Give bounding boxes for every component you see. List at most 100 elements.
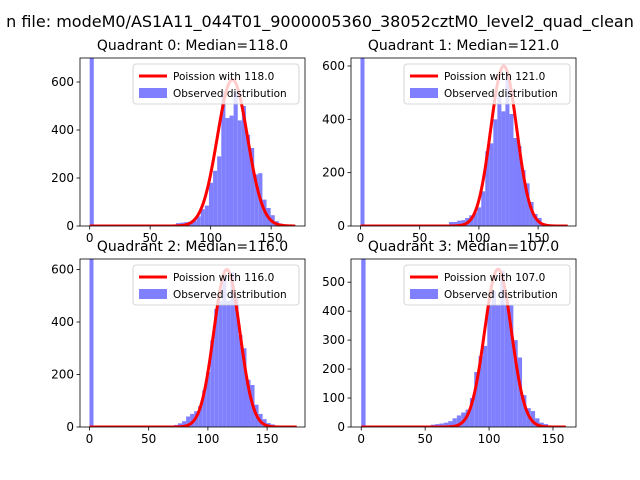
x-tick-label: 0 <box>86 231 94 245</box>
x-tick-label: 100 <box>196 432 219 446</box>
histogram-bar <box>487 305 492 427</box>
histogram-bar <box>230 272 235 427</box>
subplot-title: Quadrant 1: Median=121.0 <box>368 38 559 54</box>
poisson-fit-line <box>359 64 569 226</box>
subplot-quadrant-1: 0 50 100 150 0 200 400 600 Quadrant 1: Median=12… <box>322 38 577 245</box>
legend-label: Poission with 121.0 <box>444 71 545 83</box>
poisson-fit-line <box>360 267 567 427</box>
x-tick-label: 50 <box>418 432 433 446</box>
histogram-bar <box>198 406 203 427</box>
histogram-bar <box>213 170 218 226</box>
plot-area <box>88 259 298 427</box>
legend: Poission with 116.0 Observed distribution <box>132 264 300 306</box>
histogram-bar <box>226 301 231 427</box>
plot-area <box>88 58 297 226</box>
legend: Poission with 107.0 Observed distribution <box>403 264 571 306</box>
poisson-fit-line <box>88 78 297 226</box>
histogram-bar <box>186 416 191 427</box>
histogram-bar <box>485 151 490 226</box>
legend-bar-swatch <box>139 88 167 98</box>
y-tick-label: 200 <box>322 166 345 180</box>
y-tick-label: 600 <box>51 263 74 277</box>
histogram-bar <box>89 58 94 226</box>
histogram-bar <box>509 114 514 226</box>
histogram-bar <box>497 95 502 226</box>
y-tick-label: 400 <box>322 112 345 126</box>
y-tick-label: 400 <box>51 123 74 137</box>
histogram-bar <box>469 398 475 427</box>
histogram-bar <box>473 212 478 226</box>
histogram-bar <box>529 202 534 226</box>
poisson-fit-line <box>88 268 298 427</box>
histogram-bar <box>250 148 255 226</box>
legend-label: Poission with 116.0 <box>173 272 274 284</box>
x-tick-label: 150 <box>542 432 565 446</box>
histogram-bar <box>200 209 205 226</box>
histogram-bar <box>489 143 494 226</box>
histogram-bar <box>89 259 94 427</box>
legend-label: Poission with 118.0 <box>173 71 274 83</box>
y-tick-label: 0 <box>337 219 345 233</box>
histogram-bar <box>504 305 510 427</box>
x-tick-label: 100 <box>467 231 490 245</box>
histogram-bar <box>217 156 222 226</box>
histogram-bar <box>530 411 536 427</box>
histogram-bar <box>478 356 483 427</box>
histogram-bar <box>206 371 211 427</box>
histogram-bar <box>229 115 234 226</box>
histogram-bar <box>509 305 514 427</box>
histogram-bar <box>360 58 365 226</box>
y-tick-label: 200 <box>51 368 74 382</box>
histogram-bar <box>449 222 454 226</box>
figure-suptitle: n file: modeM0/AS1A11_044T01_9000005360_… <box>6 12 634 32</box>
histogram-bar <box>522 395 527 427</box>
histogram-bar <box>482 345 488 427</box>
axes-frame <box>79 258 306 428</box>
axes-frame <box>350 57 577 227</box>
y-tick-label: 600 <box>322 59 345 73</box>
histogram-bar <box>505 76 510 226</box>
histogram-bar <box>453 222 458 226</box>
histogram-bar <box>500 270 505 427</box>
subplot-title: Quadrant 0: Median=118.0 <box>97 38 288 54</box>
x-tick-label: 0 <box>357 432 365 446</box>
histogram-bar <box>246 379 251 427</box>
x-tick-label: 50 <box>412 231 427 245</box>
legend-box <box>403 264 571 306</box>
histogram-bar <box>493 119 498 226</box>
histogram-bar <box>535 418 540 427</box>
histogram-bar <box>495 305 501 427</box>
histogram-bar <box>182 421 187 427</box>
x-tick-label: 100 <box>199 231 222 245</box>
x-tick-label: 150 <box>527 231 550 245</box>
histogram-bar <box>461 220 466 226</box>
y-tick-label: 100 <box>322 391 345 405</box>
legend-bar-swatch <box>410 88 438 98</box>
histogram-bar <box>238 335 243 427</box>
histogram-bar <box>208 182 214 226</box>
subplot-quadrant-0: 0 50 100 150 0 200 400 600 Quadrant 0: Median=11… <box>51 38 306 245</box>
y-tick-label: 600 <box>51 75 74 89</box>
histogram-bar <box>221 91 226 226</box>
histogram-bar <box>456 415 462 427</box>
histogram-bar <box>225 118 230 226</box>
histogram-bar <box>439 423 444 427</box>
histogram-bar <box>222 274 227 427</box>
legend-label: Observed distribution <box>173 88 287 100</box>
histogram-bar <box>457 220 462 226</box>
plot-area <box>360 259 567 427</box>
y-tick-label: 300 <box>322 333 345 347</box>
histogram-bar <box>254 174 259 226</box>
x-tick-label: 150 <box>256 432 279 446</box>
y-tick-label: 0 <box>337 420 345 434</box>
histogram-bar <box>477 207 482 226</box>
subplot-quadrant-2: 0 50 100 150 0 200 400 600 Quadrant 2: Median=11… <box>51 239 306 446</box>
histogram-bar <box>178 423 183 427</box>
legend-label: Observed distribution <box>173 289 287 301</box>
subplot-title: Quadrant 3: Median=107.0 <box>368 239 559 255</box>
histogram-bar <box>501 111 506 226</box>
y-tick-label: 200 <box>51 171 74 185</box>
legend-bar-swatch <box>139 289 167 299</box>
legend-label: Observed distribution <box>444 289 558 301</box>
